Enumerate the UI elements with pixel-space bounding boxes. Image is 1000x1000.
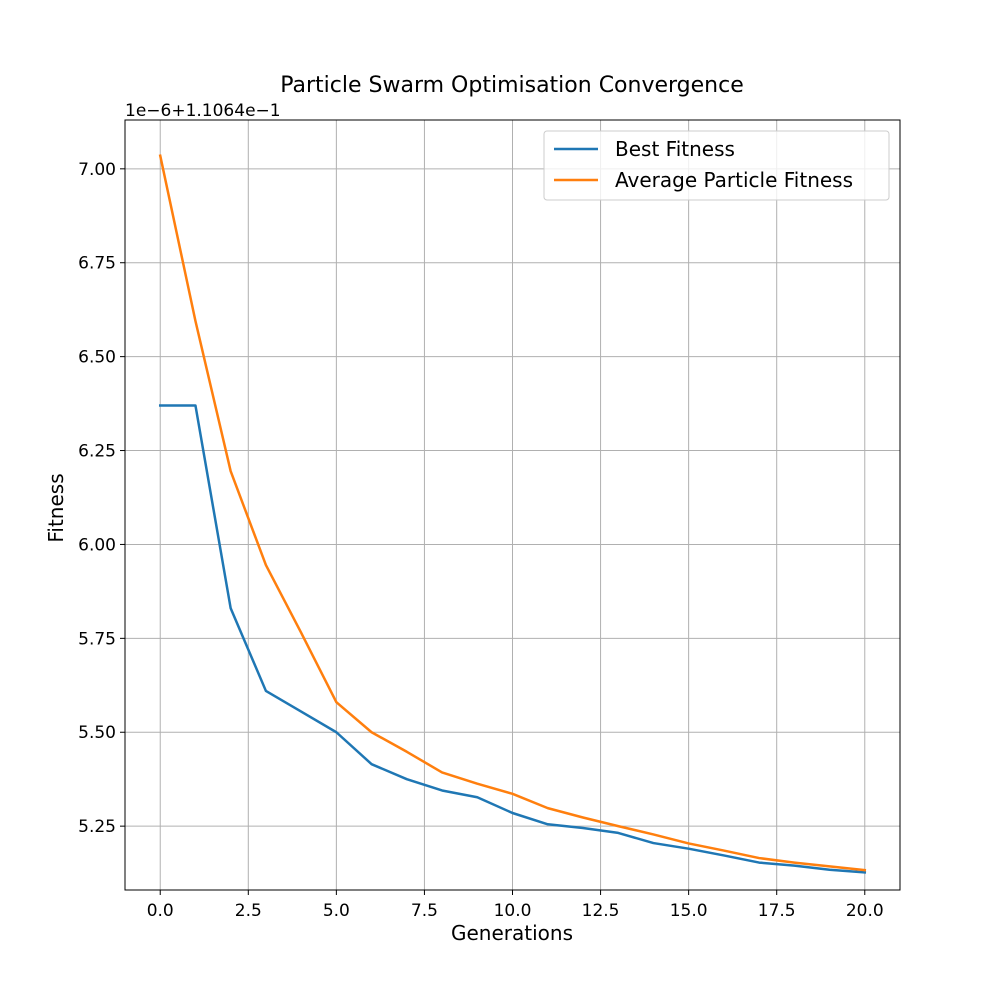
legend: Best Fitness Average Particle Fitness	[543, 130, 890, 201]
grid	[125, 120, 900, 890]
y-tick-label: 5.75	[78, 629, 116, 649]
series-line-best-fitness	[158, 404, 867, 874]
legend-label-average-particle-fitness: Average Particle Fitness	[615, 168, 853, 192]
y-tick-label: 5.25	[78, 817, 116, 837]
series-lines	[158, 154, 867, 874]
x-tick-label: 12.5	[582, 901, 620, 921]
x-tick-label: 20.0	[846, 901, 884, 921]
series-line-average-particle-fitness	[158, 154, 867, 872]
y-offset-label: 1e−6+1.1064e−1	[125, 101, 281, 121]
x-tick-label: 5.0	[323, 901, 350, 921]
y-tick-label: 6.25	[78, 442, 116, 462]
y-tick-label: 6.75	[78, 254, 116, 274]
legend-label-best-fitness: Best Fitness	[615, 137, 735, 161]
x-tick-label: 17.5	[758, 901, 796, 921]
y-tick-label: 6.50	[78, 348, 116, 368]
x-axis-label: Generations	[451, 921, 573, 945]
x-tick-label: 0.0	[147, 901, 174, 921]
y-tick-label: 5.50	[78, 723, 116, 743]
x-tick-label: 2.5	[235, 901, 262, 921]
legend-frame	[543, 130, 890, 201]
axis-ticks: 0.0 2.5 5.0 7.5 10.0 12.5 15.0 17.5 20.0 5.25 5.50…	[78, 160, 884, 921]
y-axis-label: Fitness	[44, 473, 68, 542]
chart-title: Particle Swarm Optimisation Convergence	[280, 73, 744, 98]
x-tick-label: 15.0	[670, 901, 708, 921]
x-tick-label: 7.5	[411, 901, 438, 921]
y-tick-label: 6.00	[78, 535, 116, 555]
y-tick-label: 7.00	[78, 160, 116, 180]
x-tick-label: 10.0	[494, 901, 532, 921]
